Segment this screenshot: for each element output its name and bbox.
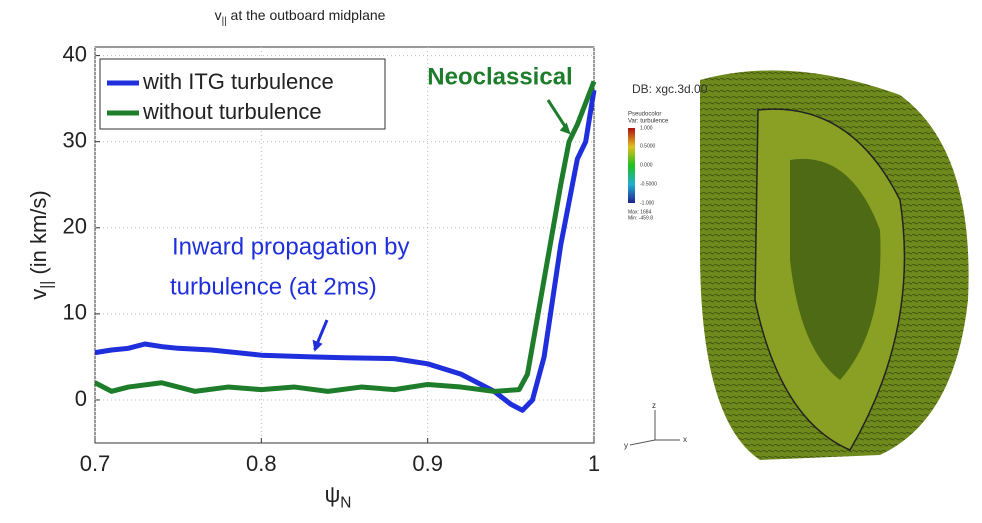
x-tick-label: 0.8: [246, 451, 277, 476]
y-tick-label: 40: [63, 41, 87, 66]
series-line: [94, 89, 597, 413]
colorbar-label: 0.000: [640, 162, 653, 168]
annotation: Neoclassical: [427, 63, 572, 90]
x-tick-label: 0.9: [412, 451, 443, 476]
label-part: at the outboard midplane: [227, 7, 386, 23]
axis-label: z: [652, 401, 656, 410]
legend-label: without turbulence: [142, 99, 322, 124]
colorbar: [628, 128, 635, 203]
label-part: ||: [222, 15, 227, 26]
y-tick-label: 20: [63, 214, 87, 239]
label-part: v: [215, 7, 222, 23]
label-part: v: [26, 289, 51, 300]
axes-triad: [629, 410, 680, 446]
legend-label: with ITG turbulence: [142, 69, 334, 94]
colorbar-label: -0.5000: [640, 181, 657, 187]
label: v|| (in km/s): [26, 190, 56, 299]
y-tick-label: 30: [63, 128, 87, 153]
var-label: Var: turbulence: [628, 119, 669, 125]
label-part: ψ: [325, 482, 341, 507]
series-line: [93, 80, 597, 394]
axis-label: y: [624, 441, 628, 450]
y-tick-label: 10: [63, 300, 87, 325]
annotation: Inward propagation by: [172, 233, 410, 260]
label-part: ||: [39, 281, 56, 289]
torus-visualization: DB: xgc.3d.00 Pseudocolor Var: turbulenc…: [622, 70, 982, 465]
label: v|| at the outboard midplane: [215, 7, 386, 27]
minmax-label: Max: 1684: [628, 209, 652, 215]
annotation: turbulence (at 2ms): [170, 273, 377, 300]
x-tick-label: 0.7: [80, 451, 111, 476]
colorbar-label: -1.000: [640, 200, 654, 206]
label-part: N: [340, 495, 351, 512]
db-label: DB: xgc.3d.00: [632, 82, 708, 96]
x-tick-label: 1: [588, 451, 600, 476]
var-label: Pseudocolor: [628, 112, 661, 118]
torus-hole: [790, 158, 881, 380]
legend-box: [99, 58, 386, 130]
colorbar-label: 1.000: [640, 125, 653, 131]
minmax-label: Min: -459.8: [628, 215, 653, 221]
y-tick-label: 0: [75, 386, 87, 411]
axis-label: x: [683, 435, 687, 444]
colorbar-label: 0.5000: [640, 143, 656, 149]
arrow-head: [559, 122, 571, 135]
label-part: (in km/s): [26, 190, 51, 280]
label: ψN: [325, 482, 352, 512]
arrow-head: [312, 339, 323, 352]
